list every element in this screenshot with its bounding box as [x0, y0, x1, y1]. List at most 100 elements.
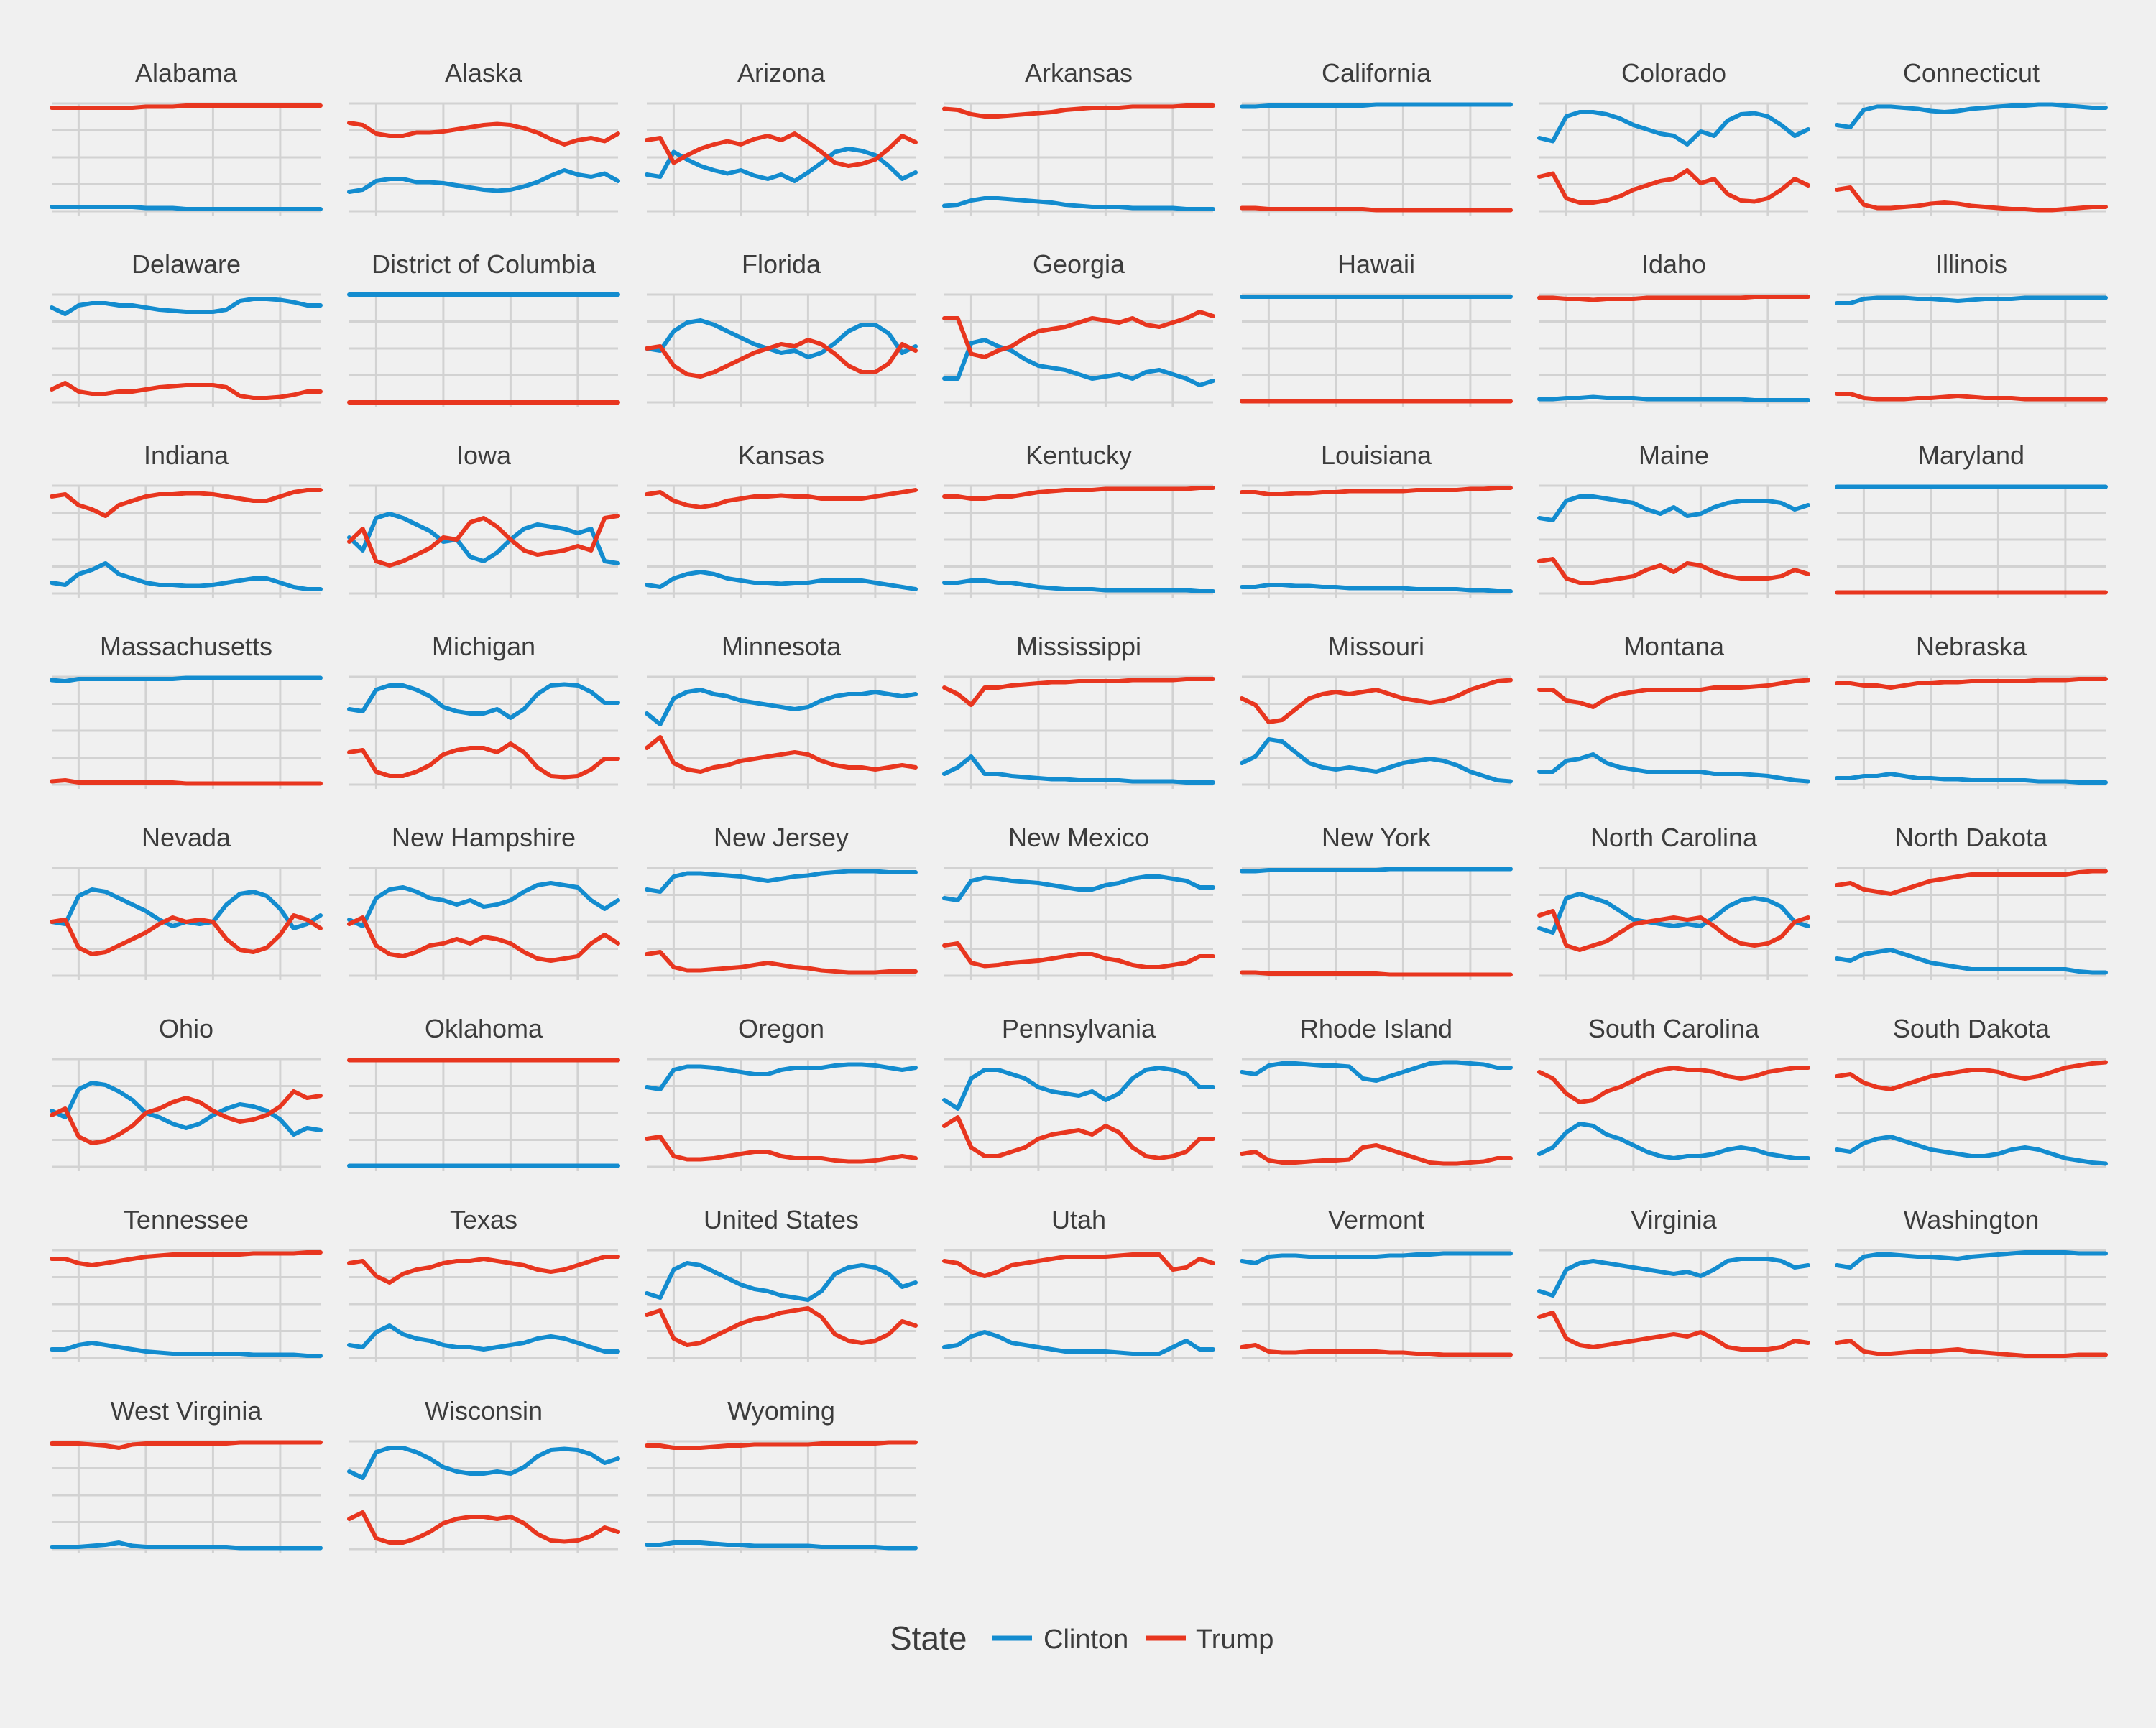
panel-title-pennsylvania: Pennsylvania: [1002, 1014, 1156, 1043]
series-line-clinton-louisiana: [1240, 583, 1513, 593]
panel-minnesota: Minnesota: [645, 632, 918, 789]
series-line-trump-arizona: [645, 131, 918, 168]
panel-title-new-york: New York: [1322, 823, 1432, 852]
series-line-trump-georgia: [942, 310, 1215, 359]
panel-title-california: California: [1322, 58, 1432, 88]
panel-arkansas: Arkansas: [942, 58, 1215, 216]
series-line-trump-tennessee: [50, 1250, 323, 1267]
panel-title-michigan: Michigan: [432, 632, 535, 661]
series-line-clinton-california: [1240, 102, 1513, 109]
series-line-clinton-rhode-island: [1240, 1060, 1513, 1083]
panel-georgia: Georgia: [942, 249, 1215, 407]
panel-title-louisiana: Louisiana: [1321, 440, 1432, 470]
series-line-trump-louisiana: [1240, 486, 1513, 496]
series-line-clinton-minnesota: [645, 688, 918, 726]
panel-colorado: Colorado: [1537, 58, 1810, 216]
series-line-clinton-colorado: [1537, 110, 1810, 147]
series-line-clinton-new-jersey: [645, 869, 918, 894]
panel-texas: Texas: [347, 1205, 620, 1362]
series-line-clinton-wyoming: [645, 1540, 918, 1551]
series-line-clinton-north-dakota: [1835, 948, 2108, 975]
series-line-clinton-west-virginia: [50, 1540, 323, 1551]
panel-rhode-island: Rhode Island: [1240, 1014, 1513, 1171]
panel-new-mexico: New Mexico: [942, 823, 1215, 980]
series-line-trump-washington: [1835, 1339, 2108, 1358]
panel-title-new-mexico: New Mexico: [1008, 823, 1149, 852]
panel-washington: Washington: [1835, 1205, 2108, 1362]
panel-title-georgia: Georgia: [1033, 249, 1125, 279]
panel-title-alabama: Alabama: [135, 58, 238, 88]
panel-title-wisconsin: Wisconsin: [425, 1396, 543, 1426]
panel-ohio: Ohio: [50, 1014, 323, 1171]
series-line-clinton-virginia: [1537, 1257, 1810, 1298]
panel-connecticut: Connecticut: [1835, 58, 2108, 216]
panel-title-alaska: Alaska: [445, 58, 523, 88]
panel-south-dakota: South Dakota: [1835, 1014, 2108, 1171]
series-line-trump-missouri: [1240, 678, 1513, 724]
legend-label-trump: Trump: [1196, 1625, 1273, 1655]
series-line-clinton-illinois: [1835, 295, 2108, 305]
series-line-clinton-texas: [347, 1323, 620, 1354]
panel-illinois: Illinois: [1835, 249, 2108, 407]
panel-michigan: Michigan: [347, 632, 620, 789]
series-line-clinton-united-states: [645, 1261, 918, 1302]
series-line-trump-illinois: [1835, 392, 2108, 402]
series-line-trump-montana: [1537, 678, 1810, 709]
panel-missouri: Missouri: [1240, 632, 1513, 789]
panel-title-district-of-columbia: District of Columbia: [372, 249, 596, 279]
series-line-trump-pennsylvania: [942, 1115, 1215, 1160]
series-line-clinton-ohio: [50, 1081, 323, 1137]
series-line-trump-idaho: [1537, 295, 1810, 302]
panel-title-texas: Texas: [450, 1205, 517, 1234]
series-line-clinton-oregon: [645, 1062, 918, 1091]
panel-title-oregon: Oregon: [738, 1014, 824, 1043]
panel-title-florida: Florida: [742, 249, 821, 279]
series-line-clinton-south-carolina: [1537, 1122, 1810, 1160]
series-line-clinton-georgia: [942, 338, 1215, 387]
panel-title-connecticut: Connecticut: [1903, 58, 2040, 88]
series-line-clinton-south-dakota: [1835, 1135, 2108, 1166]
legend: State Clinton Trump: [890, 1620, 1273, 1657]
series-line-trump-united-states: [645, 1306, 918, 1347]
panel-title-new-jersey: New Jersey: [714, 823, 849, 852]
series-line-clinton-alaska: [347, 168, 620, 194]
series-line-trump-colorado: [1537, 168, 1810, 205]
panel-north-dakota: North Dakota: [1835, 823, 2108, 980]
series-line-trump-west-virginia: [50, 1440, 323, 1450]
panel-maryland: Maryland: [1835, 440, 2108, 598]
series-line-clinton-massachusetts: [50, 675, 323, 683]
panel-tennessee: Tennessee: [50, 1205, 323, 1362]
panel-title-indiana: Indiana: [144, 440, 229, 470]
series-line-clinton-vermont: [1240, 1251, 1513, 1265]
panel-title-iowa: Iowa: [456, 440, 512, 470]
series-line-clinton-new-mexico: [942, 874, 1215, 902]
panel-kentucky: Kentucky: [942, 440, 1215, 598]
series-line-trump-nevada: [50, 913, 323, 956]
series-line-clinton-kansas: [645, 570, 918, 591]
series-line-trump-kentucky: [942, 486, 1215, 501]
series-line-trump-kansas: [645, 488, 918, 509]
series-line-clinton-arizona: [645, 147, 918, 183]
panel-delaware: Delaware: [50, 249, 323, 407]
panel-title-north-dakota: North Dakota: [1895, 823, 2048, 852]
panel-title-colorado: Colorado: [1621, 58, 1726, 88]
legend-title: State: [890, 1620, 967, 1657]
series-line-trump-north-dakota: [1835, 869, 2108, 896]
panel-montana: Montana: [1537, 632, 1810, 789]
series-line-clinton-pennsylvania: [942, 1066, 1215, 1111]
series-line-trump-south-dakota: [1835, 1060, 2108, 1091]
series-line-trump-new-mexico: [942, 941, 1215, 969]
panel-title-montana: Montana: [1623, 632, 1725, 661]
panel-oklahoma: Oklahoma: [347, 1014, 620, 1171]
panel-nebraska: Nebraska: [1835, 632, 2108, 789]
series-line-trump-rhode-island: [1240, 1143, 1513, 1166]
series-line-clinton-missouri: [1240, 737, 1513, 784]
panel-hawaii: Hawaii: [1240, 249, 1513, 407]
panel-title-south-carolina: South Carolina: [1588, 1014, 1760, 1043]
panel-west-virginia: West Virginia: [50, 1396, 323, 1553]
series-line-clinton-montana: [1537, 752, 1810, 784]
panel-alabama: Alabama: [50, 58, 323, 216]
series-line-clinton-iowa: [347, 512, 620, 565]
panel-nevada: Nevada: [50, 823, 323, 980]
